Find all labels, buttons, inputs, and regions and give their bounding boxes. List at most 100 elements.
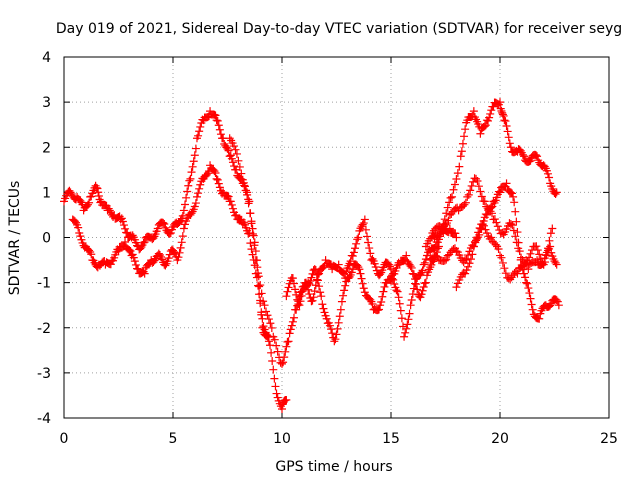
data-point-interp (287, 321, 296, 330)
data-point-interp (390, 279, 399, 288)
data-point-interp (230, 142, 239, 151)
data-point-interp (165, 229, 174, 238)
y-tick-label: 0 (42, 231, 51, 247)
data-point (336, 305, 345, 314)
data-point (251, 247, 260, 256)
data-point-interp (291, 285, 300, 294)
data-point-interp (178, 232, 187, 241)
data-point (496, 98, 504, 107)
data-point (552, 260, 561, 269)
data-point-interp (420, 258, 429, 267)
data-point (419, 260, 428, 269)
data-point (554, 301, 563, 310)
data-point-interp (313, 270, 322, 279)
data-point (121, 238, 130, 247)
data-point (251, 256, 260, 265)
data-point-interp (121, 224, 130, 233)
data-point (192, 192, 201, 201)
data-point-interp (237, 169, 246, 178)
data-point-interp (443, 203, 452, 212)
data-point-interp (215, 125, 224, 134)
data-point-interp (475, 223, 484, 232)
data-point (482, 210, 491, 219)
data-point (92, 183, 101, 192)
data-point-interp (226, 197, 235, 206)
data-point-interp (474, 228, 483, 237)
data-point-interp (128, 231, 137, 240)
data-point-interp (464, 251, 473, 260)
data-point-interp (445, 198, 454, 207)
data-point (234, 156, 243, 165)
data-point-interp (446, 193, 455, 202)
data-point-interp (187, 168, 196, 177)
data-point-interp (191, 144, 200, 153)
data-point-interp (359, 284, 368, 293)
data-point-interp (195, 184, 204, 193)
y-tick-label: 4 (42, 50, 51, 66)
data-point-interp (315, 282, 324, 291)
data-point-interp (104, 204, 113, 213)
data-point (284, 337, 293, 346)
data-point-interp (214, 179, 223, 188)
data-point-interp (194, 131, 203, 140)
data-point-interp (304, 285, 313, 294)
data-point-interp (227, 200, 236, 209)
data-point-interp (512, 217, 521, 226)
data-point-interp (481, 121, 490, 130)
data-point-interp (388, 271, 397, 280)
data-point-interp (394, 293, 403, 302)
data-point-interp (551, 190, 560, 199)
data-point-interp (244, 199, 253, 208)
data-point-interp (477, 192, 486, 201)
data-point (179, 206, 188, 215)
data-point-interp (487, 106, 496, 115)
x-tick-label: 20 (491, 431, 509, 447)
data-point (478, 219, 487, 228)
data-point-interp (455, 162, 464, 171)
data-point-interp (510, 198, 519, 207)
grid-lines (64, 57, 609, 418)
data-point-interp (533, 246, 542, 255)
data-point (360, 215, 369, 224)
data-point (282, 292, 291, 301)
y-tick-label: -4 (37, 411, 51, 427)
data-point-interp (247, 219, 256, 228)
data-point-interp (458, 139, 467, 148)
data-point (421, 278, 430, 287)
data-point-interp (254, 272, 263, 281)
data-point-interp (355, 265, 364, 274)
data-point-interp (190, 202, 199, 211)
data-point-interp (541, 258, 550, 267)
data-point-interp (553, 297, 562, 306)
data-point (245, 228, 254, 237)
data-point (408, 269, 417, 278)
data-point-interp (348, 252, 357, 261)
data-point (330, 337, 339, 346)
data-point-interp (264, 315, 273, 324)
data-point (308, 296, 317, 305)
data-point-interp (453, 279, 462, 288)
data-point-interp (407, 295, 416, 304)
series-track-g (426, 179, 563, 323)
data-point-interp (253, 263, 262, 272)
data-point-interp (492, 218, 501, 227)
data-point (317, 292, 326, 301)
data-point-interp (322, 314, 331, 323)
data-point-interp (180, 220, 189, 229)
data-point-interp (74, 223, 83, 232)
data-point-interp (494, 244, 503, 253)
data-point-interp (503, 127, 512, 136)
data-point-interp (320, 308, 329, 317)
data-point-interp (418, 286, 427, 295)
data-point (315, 269, 324, 278)
data-point (243, 188, 252, 197)
data-point-interp (328, 329, 337, 338)
data-point-interp (319, 304, 328, 313)
y-tick-label: 1 (42, 185, 51, 201)
data-point-interp (224, 192, 233, 201)
data-point-interp (224, 146, 233, 155)
data-point-interp (333, 324, 342, 333)
y-tick-label: -3 (37, 366, 51, 382)
data-point-interp (502, 121, 511, 130)
data-point-interp (543, 169, 552, 178)
